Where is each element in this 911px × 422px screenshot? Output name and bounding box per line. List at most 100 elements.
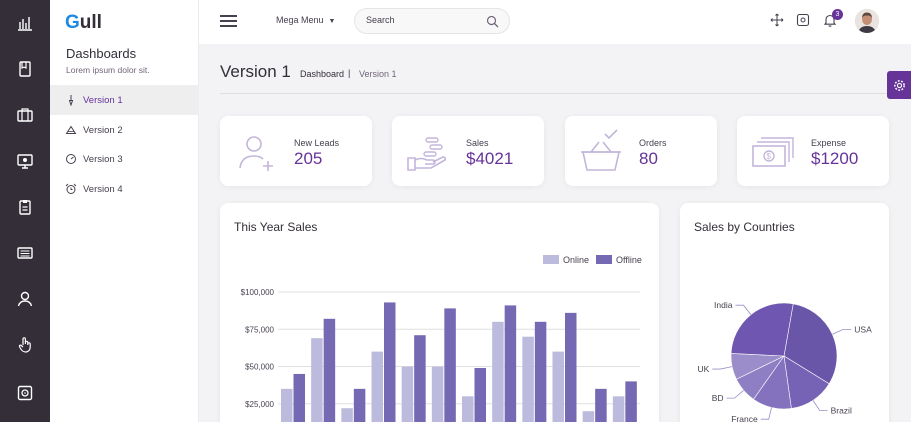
sidebar-item-version-1[interactable]: Version 1	[50, 85, 199, 115]
y-tick-label: $25,000	[245, 400, 274, 409]
fullscreen-icon[interactable]	[770, 13, 784, 27]
bar-online[interactable]	[462, 396, 474, 422]
sidebar-item-label: Version 4	[83, 183, 123, 195]
sidebar-item-label: Version 1	[83, 94, 123, 106]
sidebar-item-version-2[interactable]: Version 2	[50, 115, 199, 145]
hand-pointer-icon	[18, 337, 31, 353]
pie-label: UK	[698, 364, 710, 374]
pie-label-line	[735, 304, 752, 315]
customizer-toggle[interactable]	[887, 71, 911, 99]
logo[interactable]: Gull	[65, 12, 102, 34]
menu-toggle-icon[interactable]	[220, 15, 237, 27]
pie-label: BD	[712, 393, 724, 403]
sidebar-item-version-4[interactable]: Version 4	[50, 174, 199, 204]
logo-text: ull	[79, 12, 102, 33]
pie-label-line	[760, 407, 772, 420]
legend-swatch	[543, 255, 559, 264]
bar-offline[interactable]	[534, 321, 547, 422]
bar-offline[interactable]	[565, 312, 577, 422]
stat-card-orders: Orders 80	[565, 116, 717, 186]
caret-down-icon: ▼	[328, 18, 336, 25]
bar-offline[interactable]	[595, 388, 607, 422]
stat-label: Expense	[811, 138, 847, 148]
bar-offline[interactable]	[444, 308, 456, 422]
search-icon[interactable]	[486, 15, 499, 28]
top-header: Mega Menu ▼ 3	[199, 0, 911, 44]
rail-ui-kits[interactable]	[0, 46, 50, 92]
stat-card-expense: $ Expense $1200	[737, 116, 889, 186]
pie-slice-india[interactable]	[730, 302, 794, 357]
sidebar-item-label: Version 2	[83, 124, 123, 136]
bar-offline[interactable]	[414, 335, 426, 422]
mega-menu-label: Mega Menu	[276, 15, 324, 25]
bar-online[interactable]	[431, 366, 444, 422]
bar-online[interactable]	[341, 408, 353, 422]
rail-forms[interactable]	[0, 184, 50, 230]
search-input[interactable]	[366, 15, 476, 25]
page-title: Version 1	[220, 62, 291, 81]
legend-label[interactable]: Online	[563, 255, 589, 265]
pie-label: India	[714, 300, 733, 310]
svg-text:$: $	[767, 152, 772, 161]
bar-offline[interactable]	[474, 367, 487, 422]
bar-online[interactable]	[582, 411, 595, 422]
breadcrumb-dashboard[interactable]: Dashboard	[300, 69, 345, 79]
sales-bar-chart: $25,000 $50,000 $75,000 $100,000 Online Offli…	[241, 255, 642, 422]
safe-icon	[17, 385, 33, 401]
pie-label-line	[712, 366, 733, 370]
gear-icon	[893, 79, 905, 91]
add-user-icon	[239, 136, 273, 171]
bar-offline[interactable]	[504, 305, 517, 422]
apps-grid-icon[interactable]	[796, 13, 810, 27]
stat-label: Sales	[466, 138, 489, 148]
bar-online[interactable]	[612, 396, 625, 422]
bar-offline[interactable]	[625, 381, 637, 422]
suitcase-icon	[17, 108, 33, 122]
rail-dashboard[interactable]	[0, 0, 50, 46]
sidebar-item-label: Version 3	[83, 153, 123, 165]
y-tick-label: $75,000	[245, 325, 274, 334]
rail-apps[interactable]	[0, 138, 50, 184]
bar-online[interactable]	[401, 366, 414, 422]
chart-title: Sales by Countries	[694, 220, 795, 234]
bar-offline[interactable]	[384, 302, 396, 422]
pie-label: France	[731, 414, 758, 422]
bar-online[interactable]	[311, 338, 323, 422]
bar-online[interactable]	[552, 351, 565, 422]
rail-extra-kits[interactable]	[0, 92, 50, 138]
stat-card-sales: Sales $4021	[392, 116, 544, 186]
bar-online[interactable]	[371, 351, 384, 422]
mega-menu-button[interactable]: Mega Menu ▼	[276, 15, 335, 25]
stat-value: $1200	[811, 149, 859, 168]
bar-online[interactable]	[492, 321, 504, 422]
rail-sessions[interactable]	[0, 276, 50, 322]
speedometer-icon	[66, 154, 76, 164]
bar-online[interactable]	[522, 336, 534, 422]
stat-value: 80	[639, 149, 658, 168]
money-hand-icon	[407, 137, 447, 171]
pie-label-line	[832, 328, 852, 335]
search-box	[354, 8, 510, 34]
breadcrumb-current: Version 1	[359, 69, 397, 79]
monitor-icon	[17, 154, 33, 169]
pie-label: USA	[854, 324, 872, 334]
stat-card-new-leads: New Leads 205	[220, 116, 372, 186]
bar-offline[interactable]	[293, 373, 306, 422]
rail-datatables[interactable]	[0, 230, 50, 276]
book-icon	[19, 61, 31, 77]
stat-value: $4021	[466, 149, 514, 168]
legend-swatch	[596, 255, 612, 264]
pie-label-line	[812, 400, 828, 411]
sidebar-item-version-3[interactable]: Version 3	[50, 144, 199, 174]
newspaper-icon	[17, 247, 33, 259]
clock-icon	[68, 95, 74, 106]
bar-online[interactable]	[281, 388, 293, 422]
bar-offline[interactable]	[353, 388, 366, 422]
rail-doc[interactable]	[0, 370, 50, 416]
rail-others[interactable]	[0, 322, 50, 368]
sidebar-subtitle: Lorem ipsum dolor sit.	[66, 65, 150, 75]
avatar[interactable]	[855, 9, 879, 33]
countries-chart-card: Sales by Countries USA Brazil France BD UK In…	[680, 203, 889, 422]
legend-label[interactable]: Offline	[616, 255, 642, 265]
bar-offline[interactable]	[323, 318, 336, 422]
